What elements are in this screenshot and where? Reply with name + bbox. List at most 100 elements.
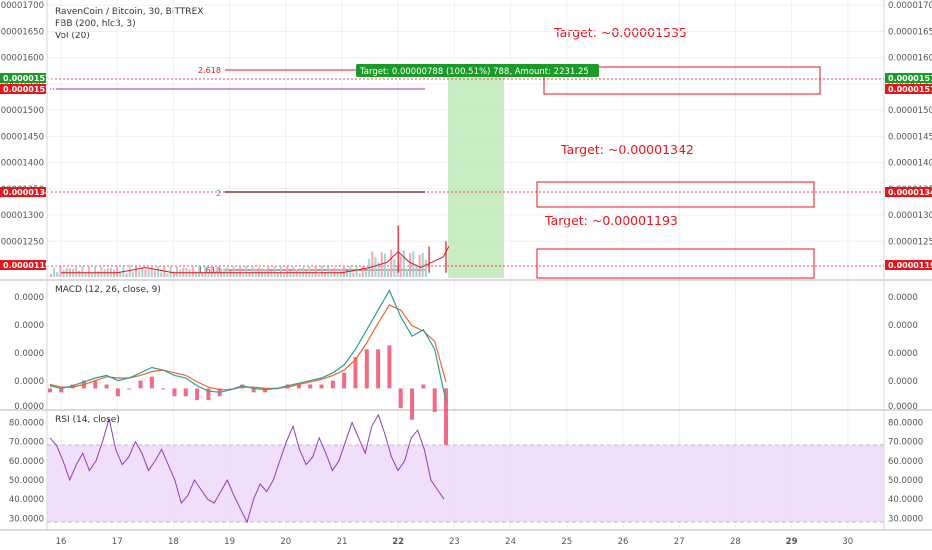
macd-histogram-bar [172, 388, 177, 397]
macd-histogram-bar [296, 384, 301, 389]
volume-bar [273, 266, 276, 277]
macd-title: MACD (12, 26, close, 9) [55, 285, 161, 295]
volume-bar [346, 270, 349, 277]
rsi-y-tick-left: 70.0000 [9, 438, 44, 448]
volume-bar [311, 271, 314, 277]
price-series [61, 225, 450, 274]
macd-histogram-bar [330, 380, 335, 389]
volume-bar [119, 271, 122, 277]
volume-bar [245, 266, 248, 277]
volume-bar [396, 265, 399, 277]
y-tick-label-right: 0.00001600 [888, 54, 932, 64]
volume-bar [141, 267, 144, 277]
volume-bar [78, 270, 81, 277]
rsi-y-tick-right: 50.0000 [888, 476, 923, 486]
volume-bar [251, 266, 254, 277]
price-tag-1193: 0.00001193 0.00001193 [0, 260, 932, 270]
volume-bar [232, 266, 235, 277]
volume-bar [116, 266, 119, 277]
volume-bar [276, 273, 279, 277]
x-tick-label: 25 [561, 537, 572, 547]
x-tick-label: 18 [168, 537, 179, 547]
volume-bar [270, 271, 273, 277]
volume-bar [324, 272, 327, 277]
volume-bar [399, 256, 402, 277]
volume-bar [150, 267, 153, 277]
volume-bar [53, 266, 56, 277]
rsi-panel [49, 413, 445, 524]
macd-histogram-bar [195, 388, 200, 401]
y-tick-label-left: 0.00001300 [0, 211, 44, 221]
volume-bar [147, 268, 150, 277]
volume-bar [50, 274, 52, 277]
volume-bar [198, 266, 201, 277]
volume-bar [210, 266, 213, 277]
volume-bar [380, 252, 383, 277]
rsi-title: RSI (14, close) [55, 415, 120, 425]
volume-bar [201, 273, 204, 277]
volume-bar [144, 268, 147, 277]
x-tick-label: 19 [224, 537, 235, 547]
volume-bar [314, 266, 317, 277]
volume-bar [358, 273, 361, 277]
volume-bar [254, 269, 257, 277]
volume-bar [128, 266, 131, 277]
volume-bar [62, 270, 65, 277]
volume-bar [289, 270, 292, 277]
target-label-1193: Target: ~0.00001193 [545, 213, 678, 228]
macd-histogram-bar [387, 345, 392, 389]
y-tick-label-right: 0.00001650 [888, 27, 932, 37]
volume-bar [81, 266, 84, 277]
svg-text:0.00001570: 0.00001570 [888, 85, 932, 94]
macd-histogram-bar [48, 388, 52, 393]
volume-bar [320, 266, 323, 277]
macd-y-tick-right: 0.0000 [888, 377, 918, 387]
x-tick-label: 30 [842, 537, 853, 547]
macd-histogram-bar [138, 380, 143, 389]
volume-bar [267, 267, 270, 277]
macd-histogram-bar [376, 349, 381, 389]
volume-bar [204, 266, 207, 277]
macd-y-tick-left: 0.0000 [14, 349, 44, 359]
fib-label-2618: 2.618 [198, 66, 221, 75]
macd-y-tick-right: 0.0000 [888, 293, 918, 303]
y-tick-label-right: 0.00001450 [888, 132, 932, 142]
volume-bar [371, 251, 374, 277]
x-tick-label: 20 [280, 537, 291, 547]
volume-bar [216, 267, 219, 277]
macd-y-tick-right: 0.0000 [888, 321, 918, 331]
volume-bar [402, 250, 405, 277]
rsi-y-tick-left: 40.0000 [9, 495, 44, 505]
indicator-vol-label: Vol (20) [55, 31, 90, 41]
volume-bar [387, 268, 390, 277]
macd-histogram-bar [319, 384, 324, 389]
rsi-y-tick-right: 40.0000 [888, 495, 923, 505]
volume-bar [355, 266, 358, 277]
y-tick-label-right: 0.00001500 [888, 106, 932, 116]
y-tick-label-left: 0.00001600 [0, 54, 44, 64]
volume-bar [226, 267, 229, 277]
volume-bar [87, 266, 90, 277]
price-line [61, 246, 450, 274]
rsi-y-tick-left: 50.0000 [9, 476, 44, 486]
macd-histogram-bar [353, 357, 358, 389]
x-tick-label: 22 [392, 537, 404, 547]
volume-bar [84, 272, 87, 277]
rsi-line [49, 413, 445, 524]
macd-histogram-bar [115, 388, 120, 397]
volume-bar [330, 270, 333, 277]
x-tick-label: 24 [505, 537, 516, 547]
macd-y-tick-left: 0.0000 [14, 293, 44, 303]
indicator-fbb-label: FBB (200, hlc3, 3) [55, 19, 136, 29]
volume-bar [317, 273, 320, 277]
fib-label-2: 2 [216, 189, 221, 198]
svg-text:0.00001193: 0.00001193 [3, 261, 56, 270]
volume-bar [90, 273, 93, 277]
volume-bar [229, 270, 232, 277]
macd-y-tick-left: 0.0000 [14, 402, 44, 412]
macd-histogram-bar [308, 384, 313, 389]
target-label-1342: Target: ~0.00001342 [561, 142, 694, 157]
rsi-y-tick-right: 80.0000 [888, 419, 923, 429]
target-box-1535 [543, 66, 821, 95]
